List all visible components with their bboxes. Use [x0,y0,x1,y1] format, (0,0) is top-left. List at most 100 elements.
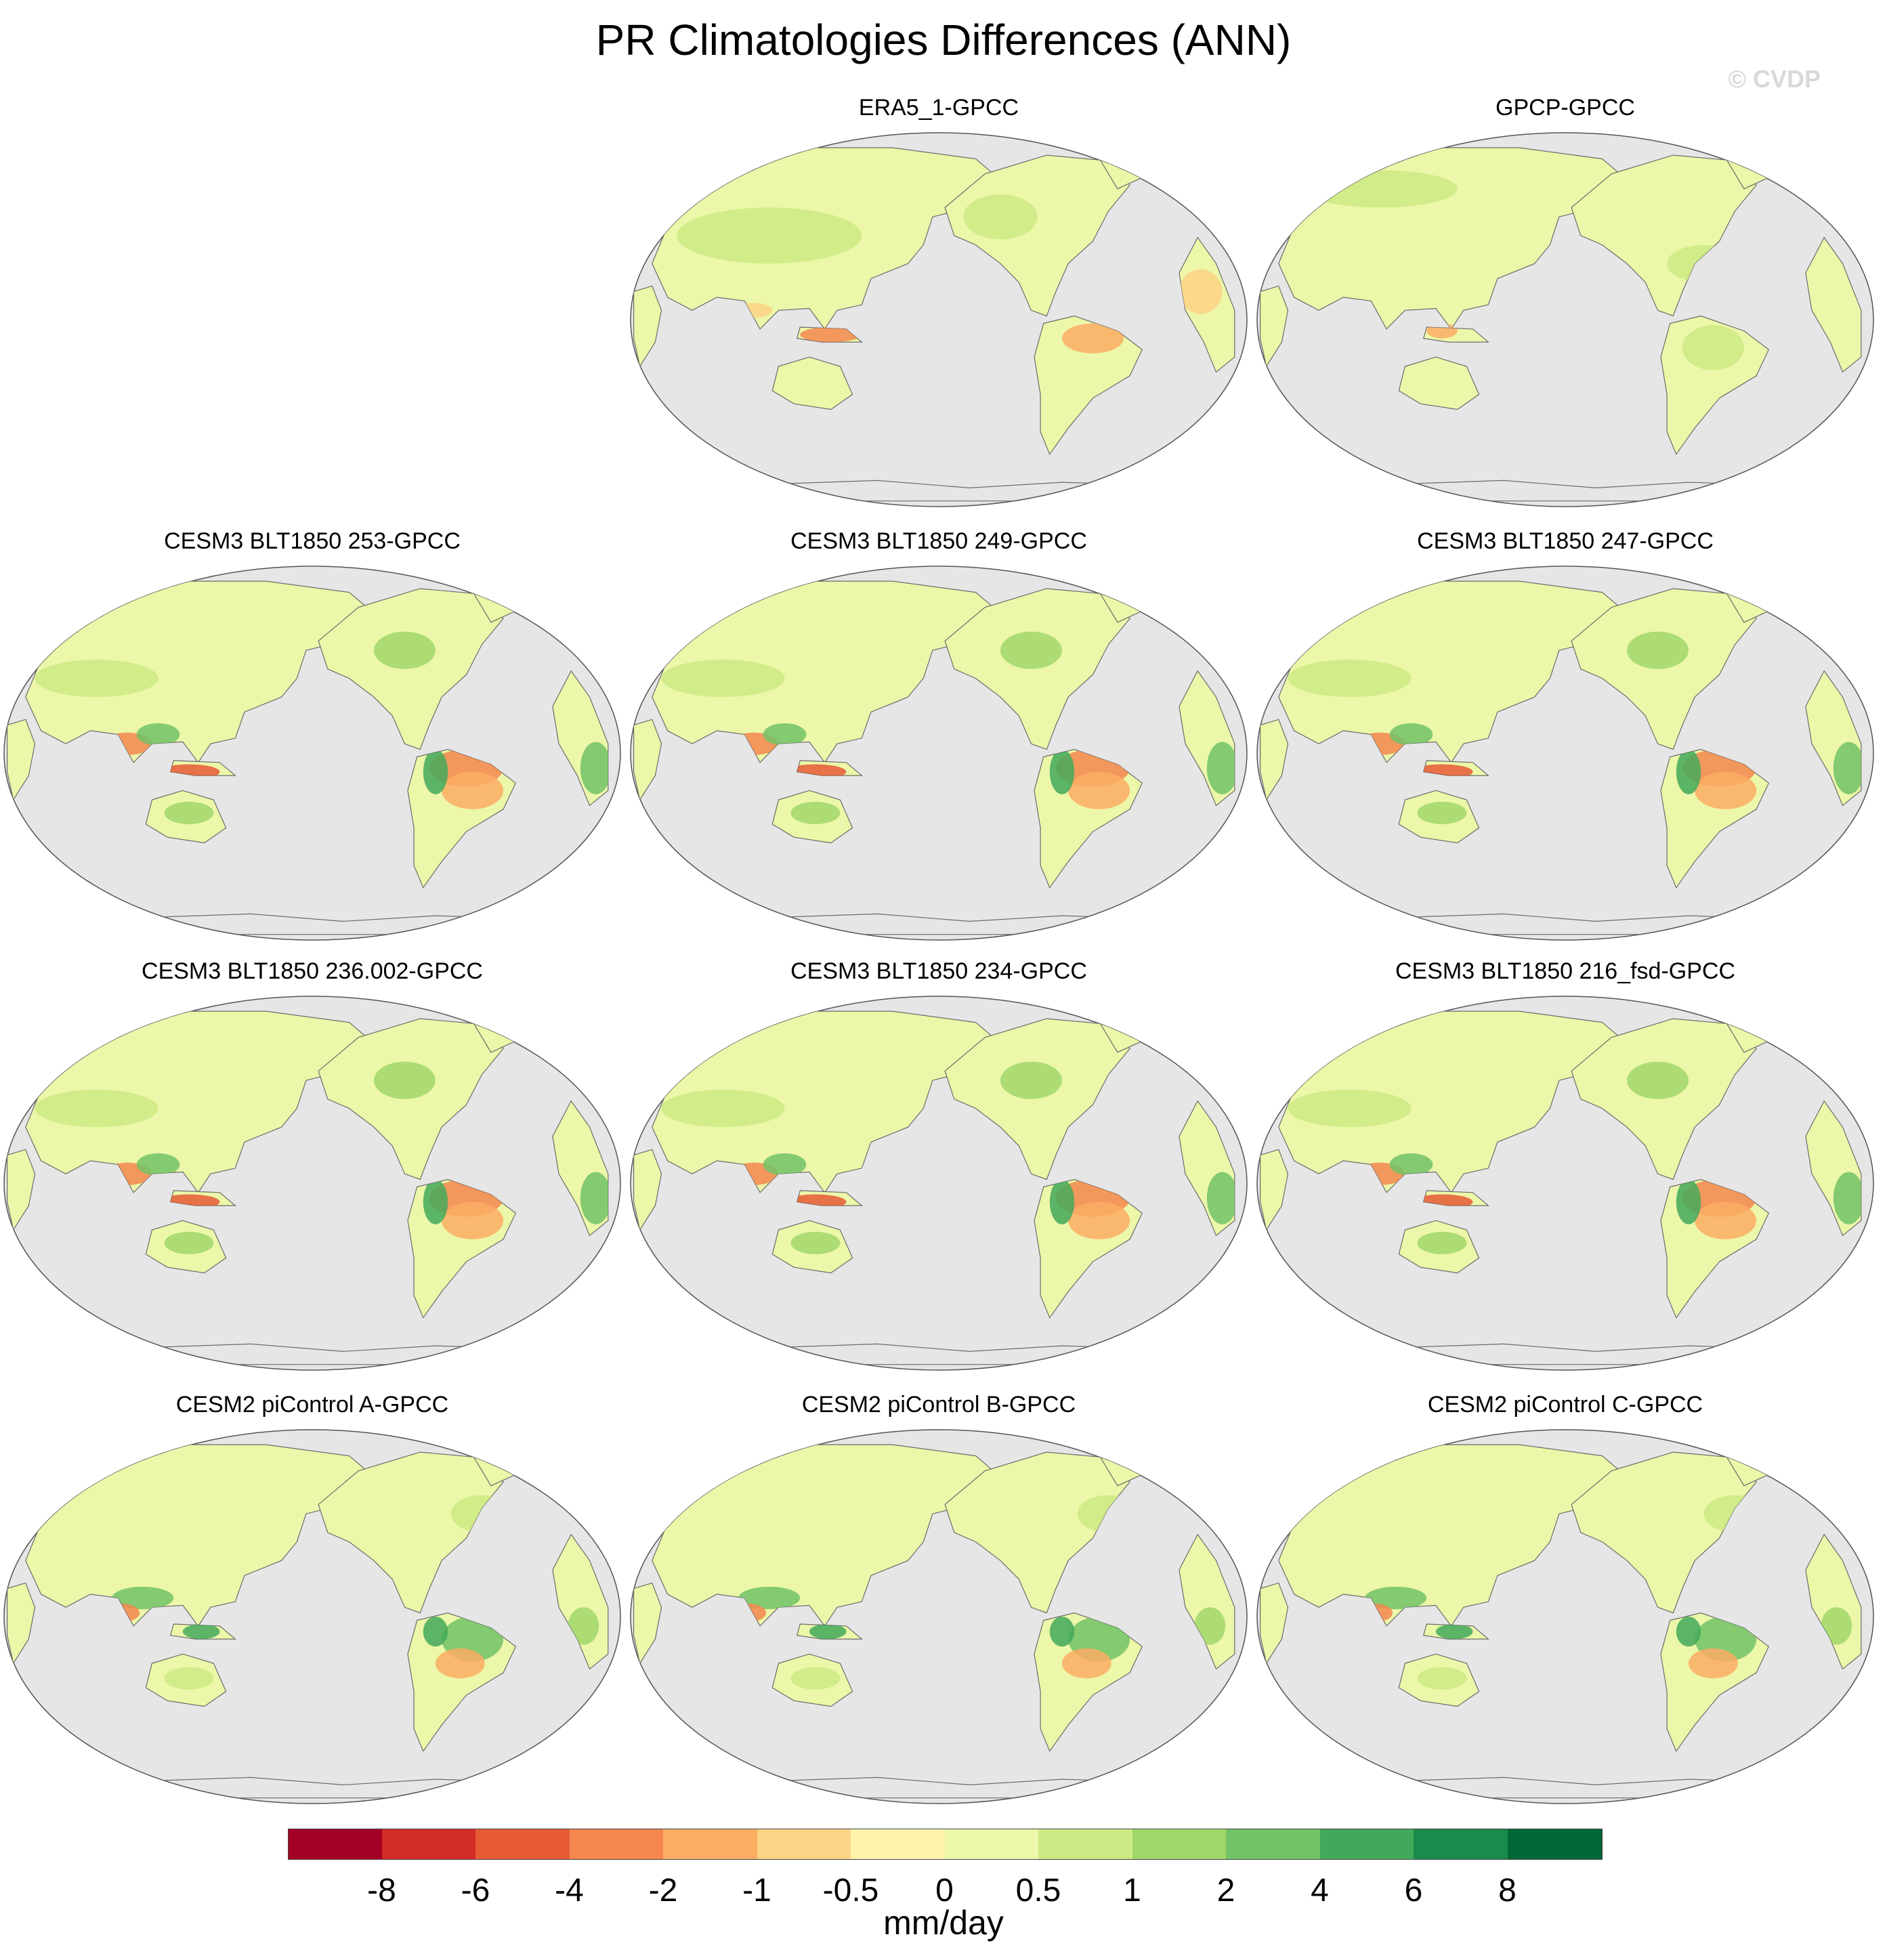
world-map [1256,1429,1874,1804]
continent-africa_l [7,1582,36,1665]
anomaly-patch [436,1648,485,1679]
anomaly-patch [1194,1607,1226,1645]
continent-namerica [1571,1451,1757,1614]
continent-namerica [1571,1018,1757,1180]
anomaly-patch [112,1586,174,1609]
continent-africa_l [7,1149,36,1231]
colorbar-tick-label: 6 [1404,1873,1423,1909]
colorbar-units: mm/day [883,1904,1004,1942]
continent-namerica [318,1018,504,1180]
world-map [1256,566,1874,941]
world-map [3,1429,621,1804]
continent-namerica [318,1451,504,1614]
continent-eurasia [25,1444,381,1627]
continent-namerica [944,1451,1130,1614]
continent-africa_l [633,719,662,801]
anomaly-patch [164,1231,214,1254]
anomaly-patch [1821,1607,1852,1645]
colorbar-tick-label: 0.5 [1015,1873,1061,1909]
panel-title: CESM2 piControl B-GPCC [801,1392,1076,1418]
anomaly-patch [661,1090,785,1128]
cvdp-watermark: © CVDP [1728,65,1821,93]
anomaly-patch [136,723,180,746]
anomaly-patch [800,327,862,343]
anomaly-patch [164,801,214,824]
anomaly-patch [763,723,807,746]
continent-namerica [944,1018,1130,1180]
colorbar-tick-label: 1 [1123,1873,1141,1909]
anomaly-patch [677,207,862,264]
anomaly-patch [580,742,608,794]
map-panel: CESM3 BLT1850 236.002-GPCC [0,958,624,1392]
continent-eurasia [1278,1444,1634,1627]
anomaly-patch [1676,1179,1701,1224]
anomaly-patch [1627,631,1689,669]
anomaly-patch [1435,1624,1473,1640]
anomaly-patch [1049,1179,1075,1224]
map-panel: ERA5_1-GPCC [627,95,1251,528]
map-panel: CESM3 BLT1850 249-GPCC [627,528,1251,962]
anomaly-patch [442,771,504,809]
anomaly-patch [790,1231,841,1254]
anomaly-patch [1068,771,1130,809]
continent-africa_l [633,1582,662,1665]
panel-title: CESM3 BLT1850 249-GPCC [790,528,1087,554]
colorbar-swatch [1414,1829,1508,1860]
continent-namerica [1571,588,1757,750]
continent-africa_l [7,719,36,801]
continent-eurasia [1278,1010,1634,1193]
colorbar-swatch [1319,1829,1414,1860]
anomaly-patch [1000,1061,1062,1099]
anomaly-patch [1695,1201,1757,1239]
anomaly-patch [1049,749,1075,794]
anomaly-patch [1068,1201,1130,1239]
anomaly-patch [1000,631,1062,669]
colorbar-tick-label: -4 [555,1873,584,1909]
world-map [630,132,1248,507]
anomaly-patch [1389,723,1433,746]
anomaly-patch [1303,170,1458,208]
anomaly-patch [790,801,841,824]
map-panel: GPCP-GPCC [1253,95,1878,528]
continent-africa_r [1805,236,1862,373]
panel-title: CESM3 BLT1850 236.002-GPCC [142,958,483,984]
colorbar-swatch [944,1829,1039,1860]
anomaly-patch [661,660,785,698]
anomaly-patch [963,194,1038,240]
continent-africa_l [633,1149,662,1231]
colorbar-tick-label: 0 [935,1873,954,1909]
colorbar-tick-label: 8 [1498,1873,1517,1909]
anomaly-patch [423,1179,448,1224]
anomaly-patch [423,749,448,794]
panel-title: CESM3 BLT1850 216_fsd-GPCC [1395,958,1736,984]
continent-eurasia [652,1010,1008,1193]
anomaly-patch [580,1172,608,1224]
anomaly-patch [1682,325,1744,370]
map-panel: CESM3 BLT1850 247-GPCC [1253,528,1878,962]
world-map [630,996,1248,1371]
continent-africa_l [1260,719,1289,801]
anomaly-patch [809,1624,847,1640]
anomaly-patch [1676,1617,1701,1647]
colorbar-tick-label: -1 [742,1873,771,1909]
colorbar-swatch [381,1829,476,1860]
world-map [630,566,1248,941]
colorbar-tick-label: 2 [1216,1873,1235,1909]
continent-namerica [318,588,504,750]
panel-title: CESM3 BLT1850 247-GPCC [1417,528,1714,554]
anomaly-patch [1627,1061,1689,1099]
anomaly-patch [35,1090,158,1128]
anomaly-patch [1179,269,1223,314]
continent-eurasia [25,1010,381,1193]
continent-eurasia [25,580,381,763]
panel-title: CESM2 piControl C-GPCC [1427,1392,1703,1418]
anomaly-patch [1417,1667,1467,1690]
world-map [3,996,621,1371]
anomaly-patch [1206,1172,1235,1224]
continent-namerica [944,588,1130,750]
continent-australia [1398,356,1480,410]
anomaly-patch [1049,1617,1075,1647]
anomaly-patch [1062,323,1124,354]
continent-eurasia [1278,580,1634,763]
world-map [1256,996,1874,1371]
